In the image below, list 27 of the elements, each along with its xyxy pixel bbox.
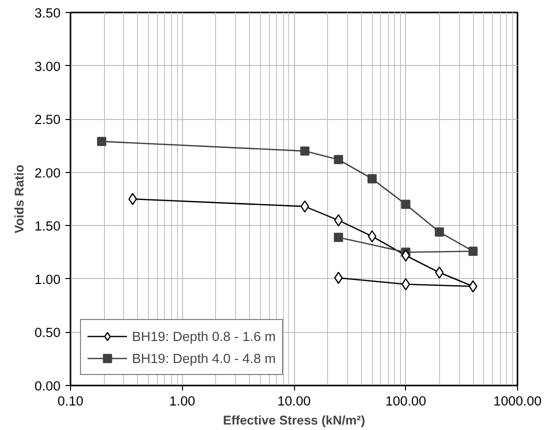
y-tick-label: 1.50 (34, 218, 61, 234)
point (368, 230, 376, 242)
legend-label: BH19: Depth 4.0 - 4.8 m (132, 350, 276, 366)
point (368, 174, 377, 184)
point (300, 146, 310, 156)
x-tick-label: 1000.00 (493, 394, 542, 408)
point (334, 214, 343, 226)
x-tick-label: 10.00 (277, 394, 311, 408)
y-tick-label: 1.00 (34, 272, 61, 287)
y-tick-label: 2.00 (34, 165, 61, 180)
point (401, 249, 410, 262)
point (468, 280, 478, 292)
y-tick-label: 3.00 (34, 58, 61, 74)
legend-label: BH19: Depth 0.8 - 1.6 m (132, 328, 276, 344)
y-axis-title: Voids Ratio (12, 164, 27, 234)
x-tick-label: 100.00 (385, 394, 426, 408)
point (334, 154, 344, 164)
point (434, 227, 444, 237)
x-axis-title: Effective Stress (kN/m²) (222, 414, 366, 428)
x-tick-label: 0.10 (58, 394, 84, 408)
y-tick-label: 0.00 (34, 378, 61, 394)
y-tick-label: 0.50 (34, 325, 61, 340)
point (468, 246, 478, 256)
y-tick-label: 3.50 (34, 6, 61, 20)
x-tick-label: 1.00 (169, 394, 196, 408)
y-tick-label: 2.50 (34, 112, 61, 128)
point (401, 200, 410, 209)
